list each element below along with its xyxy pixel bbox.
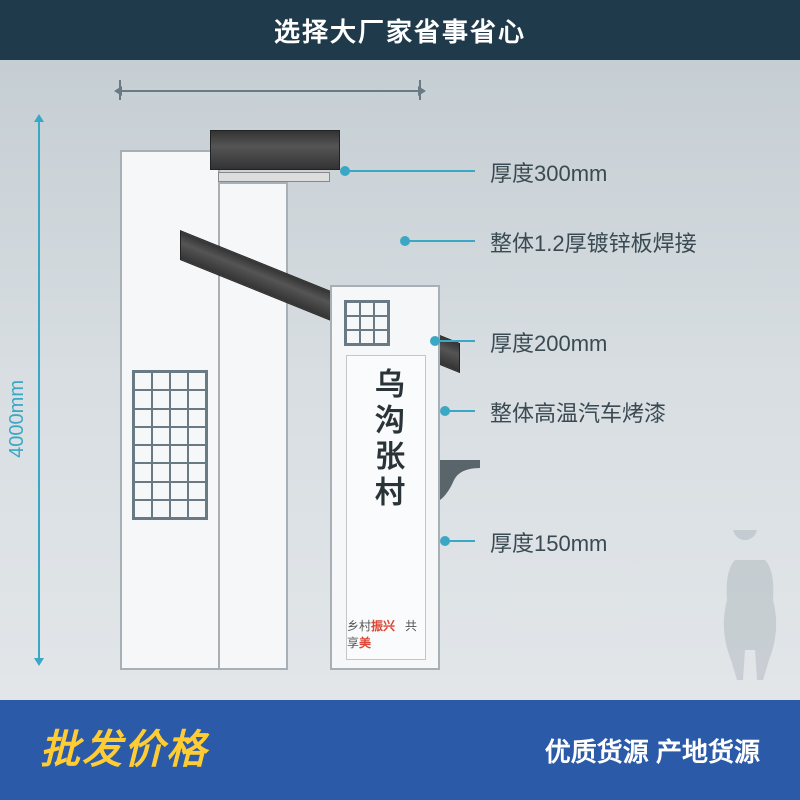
top-banner-text: 选择大厂家省事省心	[274, 12, 526, 49]
village-sign-structure: 乌沟张村 乡村振兴 共享美	[90, 110, 450, 680]
height-dimension-label: 4000mm	[6, 380, 29, 458]
corbel-icon	[440, 460, 480, 500]
roof-top	[210, 130, 340, 170]
village-name: 乌沟张村	[364, 368, 408, 512]
callout-text: 厚度300mm	[490, 156, 607, 188]
slogan: 乡村振兴 共享美	[347, 617, 425, 651]
callout-leader	[435, 340, 475, 342]
callout-text: 整体高温汽车烤漆	[490, 396, 666, 428]
beam-top	[218, 172, 330, 182]
callout-leader	[345, 170, 475, 172]
top-banner: 选择大厂家省事省心	[0, 0, 800, 60]
height-dimension-line	[38, 120, 40, 660]
width-tick-left	[119, 80, 121, 100]
width-tick-right	[419, 80, 421, 100]
lattice-window-small	[344, 300, 390, 346]
width-dimension-line	[120, 90, 420, 92]
wholesale-price-label: 批发价格	[40, 728, 208, 772]
sign-plate: 乌沟张村 乡村振兴 共享美	[346, 355, 426, 660]
callout-leader	[445, 410, 475, 412]
callout-leader	[445, 540, 475, 542]
callout-text: 厚度150mm	[490, 526, 607, 558]
lattice-window-large	[132, 370, 208, 520]
source-label: 优质货源 产地货源	[545, 732, 760, 769]
bottom-banner: 批发价格 优质货源 产地货源	[0, 700, 800, 800]
callout-text: 厚度200mm	[490, 326, 607, 358]
person-silhouette-icon	[700, 530, 790, 690]
callout-text: 整体1.2厚镀锌板焊接	[490, 226, 697, 258]
callout-leader	[405, 240, 475, 242]
diagram-area: 4000mm 乌沟张村	[0, 60, 800, 700]
